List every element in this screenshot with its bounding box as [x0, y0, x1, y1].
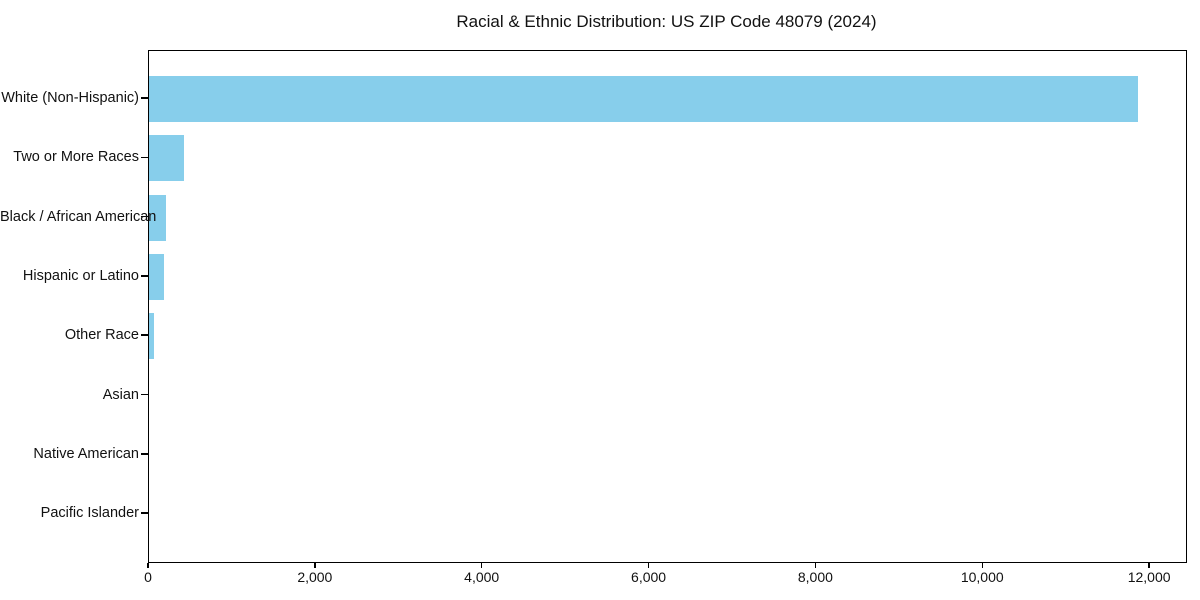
x-tick-label-2: 4,000 — [464, 569, 500, 585]
plot-area — [148, 50, 1187, 563]
x-tick-label-3: 6,000 — [631, 569, 667, 585]
y-tick-6 — [141, 453, 148, 455]
y-tick-4 — [141, 334, 148, 336]
x-tick-1 — [314, 562, 316, 568]
y-axis-label-4: Other Race — [64, 327, 139, 344]
y-axis-label-5: Asian — [102, 386, 139, 403]
y-axis-label-3: Hispanic or Latino — [22, 267, 139, 284]
x-tick-0 — [147, 562, 149, 568]
y-axis-label-2: Black / African American — [0, 208, 157, 225]
y-axis-label-1: Two or More Races — [13, 149, 139, 166]
y-tick-2 — [141, 215, 148, 218]
y-axis-label-6: Native American — [33, 445, 139, 462]
x-tick-label-0: 0 — [144, 569, 152, 585]
x-tick-4 — [814, 562, 817, 568]
y-tick-5 — [141, 393, 148, 396]
x-tick-5 — [981, 562, 984, 568]
x-tick-6 — [1148, 562, 1150, 568]
x-tick-3 — [647, 562, 650, 568]
y-axis-label-0: White (Non-Hispanic) — [1, 90, 139, 106]
y-axis-label-7: Pacific Islander — [40, 505, 139, 522]
x-tick-label-1: 2,000 — [297, 569, 333, 585]
bar-3 — [149, 253, 164, 300]
bar-0 — [149, 76, 1138, 122]
chart-title: Racial & Ethnic Distribution: US ZIP Cod… — [456, 12, 877, 31]
bar-2 — [149, 194, 166, 241]
x-tick-label-6: 12,000 — [1127, 569, 1171, 585]
bar-1 — [149, 135, 185, 182]
bar-4 — [149, 313, 154, 360]
y-tick-0 — [141, 97, 148, 99]
y-tick-1 — [141, 156, 148, 159]
x-tick-label-5: 10,000 — [960, 569, 1004, 585]
x-tick-2 — [480, 562, 483, 568]
y-tick-3 — [141, 275, 148, 277]
y-tick-7 — [141, 512, 148, 514]
x-tick-label-4: 8,000 — [797, 569, 833, 585]
